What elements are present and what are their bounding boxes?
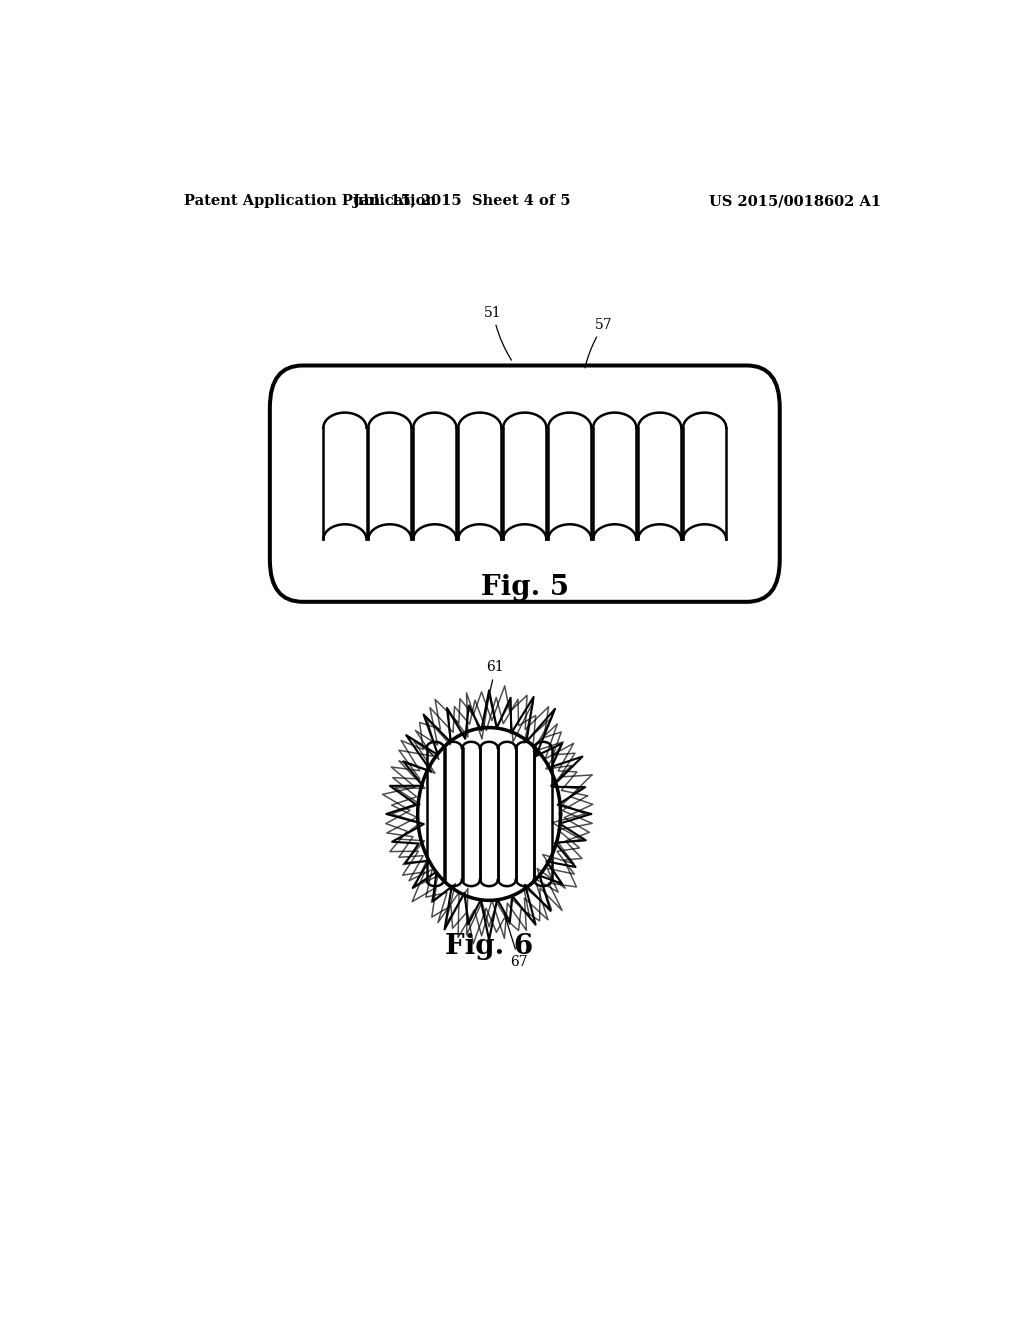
Text: Jan. 15, 2015  Sheet 4 of 5: Jan. 15, 2015 Sheet 4 of 5	[352, 194, 570, 209]
Text: 67: 67	[504, 913, 528, 969]
Text: Fig. 5: Fig. 5	[480, 574, 569, 601]
Text: 61: 61	[483, 660, 504, 721]
Text: Patent Application Publication: Patent Application Publication	[183, 194, 435, 209]
Text: Fig. 6: Fig. 6	[445, 933, 534, 960]
Text: 51: 51	[484, 306, 511, 360]
Text: US 2015/0018602 A1: US 2015/0018602 A1	[709, 194, 881, 209]
Text: 57: 57	[585, 318, 613, 368]
